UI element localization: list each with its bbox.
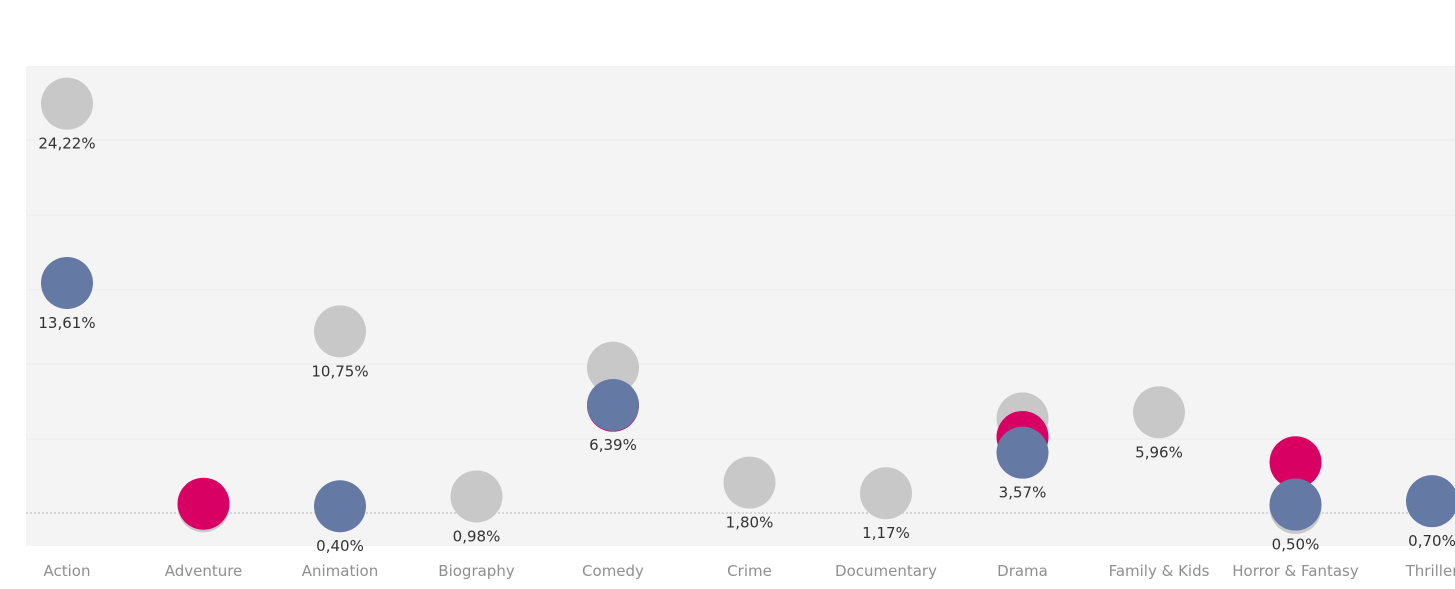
dot-crime-series-1 [723,456,776,509]
dot-action-series-1 [41,77,93,130]
category-label-comedy: Comedy [582,562,644,580]
category-label-family-and-kids: Family & Kids [1109,562,1210,580]
category-label-adventure: Adventure [165,562,243,580]
value-label-action-1: 13,61% [38,314,95,332]
value-label-comedy-5: 6,39% [589,436,637,454]
category-label-crime: Crime [727,562,772,580]
category-label-action: Action [44,562,91,580]
dot-horror-and-fantasy-series-3 [1269,478,1322,531]
category-label-animation: Animation [302,562,378,580]
dot-adventure-series-2 [177,477,230,530]
dot-thriller-series-3 [1406,475,1455,528]
dot-action-series-3 [41,256,93,309]
value-label-animation-3: 0,40% [316,537,364,555]
category-label-horror-and-fantasy: Horror & Fantasy [1232,562,1359,580]
value-label-drama-8: 3,57% [999,484,1047,502]
dot-comedy-series-3 [587,379,639,432]
value-label-documentary-7: 1,17% [862,524,910,542]
dot-drama-series-3 [996,426,1049,479]
dot-biography-series-1 [450,470,503,523]
dot-family-and-kids-series-1 [1133,386,1185,439]
category-label-drama: Drama [997,562,1048,580]
dot-comedy-series-1 [587,341,639,394]
dot-documentary-series-1 [860,467,912,520]
value-label-crime-6: 1,80% [726,514,774,532]
value-label-thriller-11: 0,70% [1408,532,1455,550]
category-label-biography: Biography [438,562,515,580]
category-label-thriller: Thriller [1405,562,1455,580]
value-label-horror-and-fantasy-10: 0,50% [1272,536,1320,554]
dot-animation-series-1 [314,305,366,358]
value-label-action-0: 24,22% [38,135,95,153]
value-label-family-and-kids-9: 5,96% [1135,443,1183,461]
dot-animation-series-3 [314,480,366,533]
dot-horror-and-fantasy-series-2 [1269,436,1322,489]
value-label-biography-4: 0,98% [453,527,501,545]
value-label-animation-2: 10,75% [311,362,368,380]
category-label-documentary: Documentary [835,562,937,580]
